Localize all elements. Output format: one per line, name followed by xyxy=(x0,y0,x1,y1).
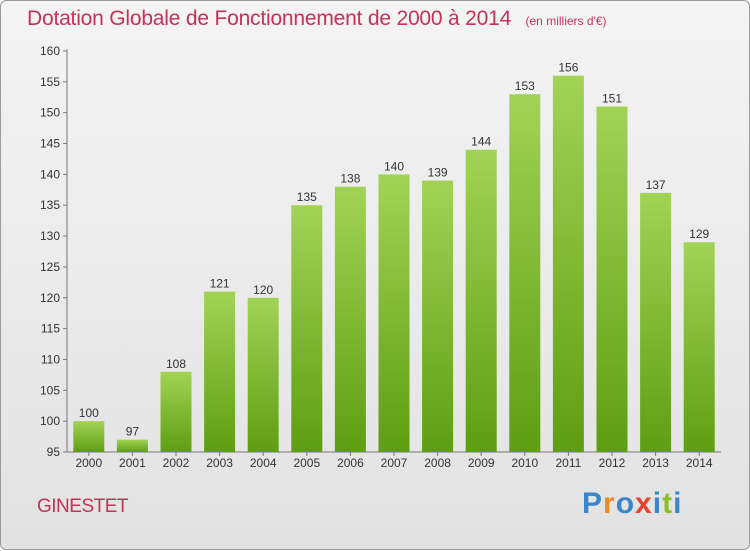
data-label-2001: 97 xyxy=(126,425,140,439)
data-label-2010: 153 xyxy=(515,79,535,93)
bar-2007 xyxy=(378,174,410,452)
bar-2005 xyxy=(291,205,323,452)
data-labels: 100 97 108 121 120 135 138 140 139 144 153 156 151 13… xyxy=(79,61,710,439)
x-tick-label: 2002 xyxy=(163,456,190,470)
x-tick-label: 2014 xyxy=(686,456,713,470)
x-tick-label: 2010 xyxy=(511,456,538,470)
title-row: Dotation Globale de Fonctionnement de 20… xyxy=(27,7,607,31)
y-tick-label: 125 xyxy=(40,260,60,274)
y-tick-label: 145 xyxy=(40,137,60,151)
bar-2002 xyxy=(160,371,192,452)
data-label-2009: 144 xyxy=(471,135,491,149)
y-tick-label: 100 xyxy=(40,414,60,428)
y-tick-label: 140 xyxy=(40,167,60,181)
y-tick-label: 130 xyxy=(40,229,60,243)
bar-2012 xyxy=(596,106,628,453)
logo-letter: o xyxy=(615,487,636,520)
data-label-2013: 137 xyxy=(646,178,666,192)
bar-2001 xyxy=(116,439,148,452)
chart-title: Dotation Globale de Fonctionnement de 20… xyxy=(27,7,512,30)
bar-2014 xyxy=(683,242,715,452)
bar-2010 xyxy=(509,94,541,452)
x-tick-label: 2000 xyxy=(75,456,102,470)
y-tick-label: 105 xyxy=(40,383,60,397)
bar-2013 xyxy=(640,192,672,452)
data-label-2008: 139 xyxy=(428,166,448,180)
bar-2004 xyxy=(247,297,279,452)
data-label-2007: 140 xyxy=(384,159,404,173)
y-tick-label: 160 xyxy=(40,44,60,58)
x-tick-label: 2001 xyxy=(119,456,146,470)
data-label-2006: 138 xyxy=(340,172,360,186)
y-tick-label: 135 xyxy=(40,198,60,212)
bar-2011 xyxy=(552,75,584,452)
x-tick-label: 2011 xyxy=(555,456,581,470)
bar-2000 xyxy=(73,421,105,452)
bar-2009 xyxy=(465,149,497,452)
y-tick-label: 120 xyxy=(40,291,60,305)
x-tick-label: 2009 xyxy=(468,456,495,470)
data-label-2000: 100 xyxy=(79,406,99,420)
logo-letter: i xyxy=(673,487,683,520)
proxiti-logo: Proxiti xyxy=(582,487,682,521)
bar-2006 xyxy=(334,186,366,452)
y-tick-label: 95 xyxy=(47,445,61,459)
bar-2003 xyxy=(204,291,236,452)
logo-letter: P xyxy=(582,487,604,520)
logo-letter: r xyxy=(603,487,616,520)
y-tick-label: 155 xyxy=(40,75,60,89)
y-tick-label: 150 xyxy=(40,106,60,120)
logo-letter: t xyxy=(662,487,674,520)
y-tick-label: 115 xyxy=(41,322,60,336)
data-label-2011: 156 xyxy=(558,61,578,75)
x-tick-label: 2003 xyxy=(206,456,233,470)
data-label-2002: 108 xyxy=(166,357,186,371)
x-tick-label: 2012 xyxy=(599,456,626,470)
x-tick-label: 2006 xyxy=(337,456,364,470)
y-tick-label: 110 xyxy=(41,352,60,366)
x-tick-label: 2004 xyxy=(250,456,277,470)
data-label-2005: 135 xyxy=(297,190,317,204)
x-tick-label: 2013 xyxy=(642,456,669,470)
commune-name: GINESTET xyxy=(37,496,129,517)
data-label-2003: 121 xyxy=(210,277,230,291)
x-tick-label: 2008 xyxy=(424,456,451,470)
bars xyxy=(73,75,715,453)
data-label-2012: 151 xyxy=(602,92,622,106)
data-label-2004: 120 xyxy=(253,283,273,297)
bar-2008 xyxy=(422,180,454,453)
logo-letter: i xyxy=(652,487,663,520)
x-tick-label: 2005 xyxy=(293,456,320,470)
chart-unit: (en milliers d'€) xyxy=(525,14,607,28)
logo-letter: x xyxy=(635,487,653,520)
data-label-2014: 129 xyxy=(689,227,709,241)
x-tick-label: 2007 xyxy=(381,456,408,470)
